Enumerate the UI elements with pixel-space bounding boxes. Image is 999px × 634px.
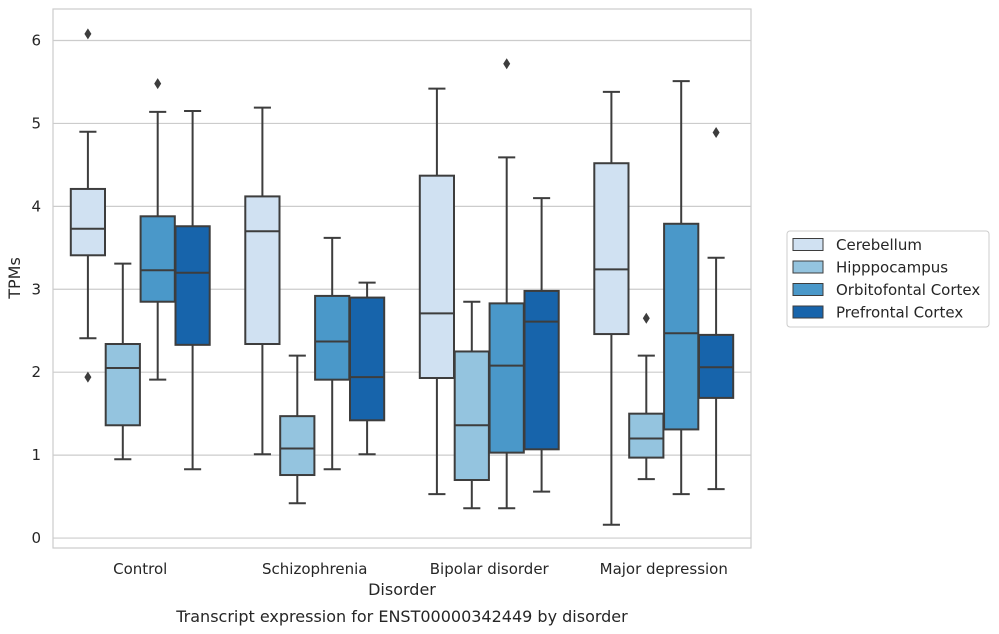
x-tick-label: Major depression — [600, 560, 728, 578]
x-tick-labels: Control Schizophrenia Bipolar disorder Majo… — [113, 560, 728, 578]
legend-label: Orbitofontal Cortex — [836, 281, 980, 299]
y-tick-label: 5 — [31, 114, 41, 132]
box — [314, 294, 351, 381]
legend-swatch — [792, 238, 824, 251]
outlier-point — [84, 28, 92, 40]
y-tick-label: 1 — [31, 446, 41, 464]
box — [453, 350, 490, 482]
box-group — [523, 197, 560, 493]
y-tick-label: 3 — [31, 280, 41, 298]
y-axis-title: TPMs — [5, 257, 24, 300]
y-tick-label: 6 — [31, 32, 41, 50]
legend-label: Hipppocampus — [836, 259, 948, 277]
x-axis-title: Disorder — [368, 580, 436, 599]
box — [523, 289, 560, 451]
box — [174, 225, 211, 346]
legend: Cerebellum Hipppocampus Orbitofontal Corte… — [786, 230, 990, 328]
box — [593, 162, 630, 336]
box-group — [69, 28, 107, 383]
box-group — [453, 300, 490, 510]
outlier-point — [503, 58, 511, 70]
box — [488, 302, 525, 454]
box — [244, 195, 281, 346]
box-group — [663, 80, 700, 496]
legend-label: Prefrontal Cortex — [836, 304, 963, 322]
box — [69, 187, 107, 257]
box-group — [593, 90, 630, 526]
y-tick-label: 4 — [31, 197, 41, 215]
box-group — [488, 58, 525, 510]
box-group — [628, 312, 665, 481]
x-tick-label: Bipolar disorder — [430, 560, 550, 578]
legend-frame — [786, 230, 990, 328]
plot-frame — [52, 8, 752, 549]
box-group — [279, 354, 316, 505]
x-tick-label: Schizophrenia — [262, 560, 367, 578]
y-tick-labels: 0 1 2 3 4 5 6 — [31, 32, 41, 548]
legend-swatch — [792, 260, 824, 274]
box — [139, 215, 176, 303]
outlier-point — [84, 371, 92, 383]
figure-caption: Transcript expression for ENST0000034244… — [175, 607, 628, 626]
box-group — [314, 236, 351, 471]
y-tick-label: 0 — [31, 529, 41, 547]
box-group — [418, 87, 456, 496]
box — [628, 412, 665, 459]
box-group — [244, 106, 281, 456]
box — [418, 174, 456, 380]
outlier-point — [712, 127, 720, 139]
y-tick-label: 2 — [31, 363, 41, 381]
legend-label: Cerebellum — [836, 236, 922, 254]
legend-swatch — [792, 283, 824, 296]
box — [104, 343, 141, 427]
box — [663, 222, 700, 431]
box-series — [69, 28, 735, 526]
box-group — [104, 262, 141, 461]
box — [348, 296, 386, 422]
outlier-point — [642, 312, 650, 324]
box-group — [174, 109, 211, 471]
legend-swatch — [792, 305, 824, 319]
x-tick-label: Control — [113, 560, 167, 578]
box-group — [697, 127, 735, 491]
outlier-point — [154, 78, 162, 90]
box — [279, 415, 316, 477]
box-group — [348, 281, 386, 456]
